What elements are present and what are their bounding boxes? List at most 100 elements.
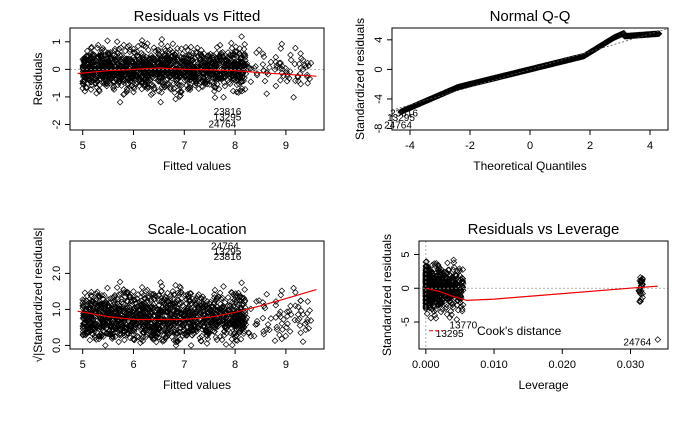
data-point [196, 57, 204, 64]
data-point [142, 63, 150, 70]
data-point [234, 62, 241, 69]
data-point [83, 47, 91, 55]
data-point [135, 77, 143, 85]
data-point [117, 70, 125, 78]
data-point [94, 41, 102, 49]
data-point [162, 52, 169, 59]
data-point [236, 73, 244, 80]
data-point [245, 65, 253, 72]
data-point [197, 58, 204, 66]
data-point [154, 77, 162, 85]
data-point [102, 342, 109, 349]
data-point [139, 54, 147, 62]
data-point [79, 80, 87, 88]
data-point [101, 74, 109, 81]
data-point [215, 85, 223, 93]
y-tick-label: 0 [373, 66, 385, 72]
point-label: 13295 [214, 113, 242, 124]
data-point [97, 61, 105, 69]
data-point [111, 45, 119, 53]
x-tick-label: 6 [130, 140, 136, 152]
data-point [112, 75, 119, 82]
data-point [305, 325, 313, 332]
points-group [397, 29, 663, 116]
x-tick-label: 7 [181, 140, 187, 152]
data-point [113, 38, 121, 46]
data-point [253, 298, 260, 305]
x-axis-label: Fitted values [163, 159, 231, 173]
points-group [79, 278, 315, 349]
data-point [255, 46, 263, 54]
data-point [292, 77, 299, 85]
data-point [259, 61, 267, 68]
data-point [291, 60, 299, 68]
data-point [92, 79, 99, 87]
data-point [82, 84, 90, 92]
data-point [253, 49, 260, 57]
data-point [213, 80, 221, 88]
data-point [203, 340, 211, 347]
data-point [147, 65, 154, 72]
data-point [290, 93, 297, 101]
data-point [216, 41, 224, 49]
y-tick-label: -4 [373, 94, 385, 104]
data-point [172, 95, 179, 103]
data-point [138, 41, 146, 48]
x-tick-label: 8 [232, 140, 238, 152]
data-point [108, 62, 116, 70]
data-point [241, 60, 249, 67]
data-point [177, 284, 184, 292]
data-point [89, 68, 97, 76]
data-point [230, 71, 238, 78]
x-tick-label: -2 [465, 140, 475, 152]
x-tick-label: 0.030 [617, 359, 645, 371]
data-point [150, 44, 158, 52]
data-point [107, 49, 114, 56]
data-point [152, 65, 159, 72]
y-tick-label: 1 [51, 39, 63, 45]
data-point [162, 62, 170, 70]
x-tick-label: 0.000 [412, 359, 440, 371]
data-point [235, 50, 243, 57]
data-point [123, 88, 130, 96]
data-point [155, 46, 162, 54]
data-point [211, 94, 219, 101]
data-point [104, 284, 111, 292]
data-point [276, 59, 283, 67]
data-point [224, 294, 232, 301]
data-point [299, 338, 307, 346]
y-tick-label: -8 [373, 124, 385, 134]
data-point [211, 66, 218, 74]
data-point [167, 85, 175, 93]
data-point [255, 297, 263, 304]
data-point [654, 336, 662, 343]
data-point [143, 85, 151, 92]
data-point [192, 48, 200, 56]
data-point [220, 283, 227, 290]
data-point [180, 72, 188, 80]
data-point [187, 43, 195, 51]
data-point [216, 70, 224, 78]
data-point [229, 87, 237, 95]
data-point [186, 84, 194, 92]
data-point [197, 50, 205, 58]
data-point [180, 70, 188, 78]
data-point [178, 82, 185, 89]
data-point [120, 41, 128, 49]
data-point [284, 312, 291, 320]
data-point [120, 76, 128, 84]
data-point [168, 74, 176, 82]
data-point [170, 80, 178, 88]
data-point [115, 45, 123, 53]
data-point [199, 53, 207, 61]
data-point [145, 46, 152, 54]
data-point [158, 35, 166, 43]
data-point [106, 79, 113, 87]
data-point [292, 44, 299, 52]
data-point [294, 303, 302, 311]
x-tick-label: 9 [283, 359, 289, 371]
data-point [252, 63, 259, 70]
x-tick-label: -4 [405, 140, 415, 152]
